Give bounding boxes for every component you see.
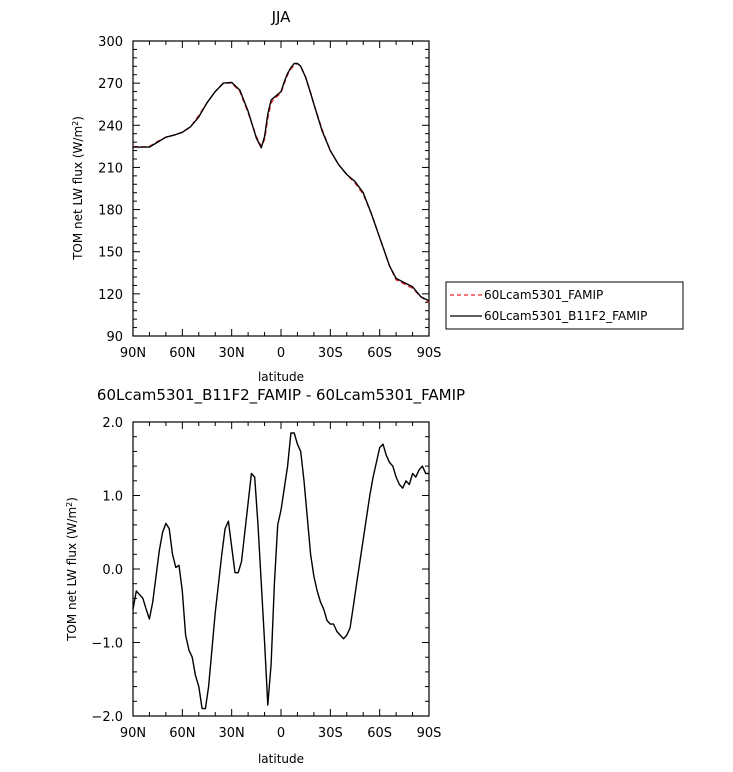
top-panel: JJA 90N 60N 30N 0 30S 60S 90S 90 120 150 180 210 240… [71,8,684,384]
top-y-axis-label: TOM net LW flux (W/m2) [71,116,86,261]
bottom-xtick-label: 30N [219,726,245,741]
bottom-xtick-label: 90N [120,726,146,741]
legend: 60Lcam5301_FAMIP 60Lcam5301_B11F2_FAMIP [445,281,684,330]
bottom-axis-ticks: 90N 60N 30N 0 30S 60S 90S −2.0 −1.0 0.0 1.0 2.0 [91,416,441,741]
top-ytick-label: 150 [98,246,123,261]
top-y-axis-label-sup: 2 [71,121,80,126]
bottom-ytick-label: −1.0 [91,637,123,652]
bottom-y-axis-label-sup: 2 [65,502,74,507]
top-xtick-label: 60S [367,346,392,361]
bottom-ytick-label: 0.0 [102,563,123,578]
bottom-xtick-label: 0 [277,726,285,741]
top-xtick-label: 90S [417,346,442,361]
top-y-axis-label-main: TOM net LW flux (W/m [71,126,85,261]
top-x-axis-label: latitude [258,370,304,384]
bottom-plot-frame [132,421,430,717]
top-xtick-label: 60N [169,346,195,361]
top-xtick-label: 30N [219,346,245,361]
legend-entry-famip: 60Lcam5301_FAMIP [484,288,603,302]
bottom-x-axis-label: latitude [258,752,304,766]
legend-entry-b11f2: 60Lcam5301_B11F2_FAMIP [484,309,647,323]
top-series-line-0 [132,62,430,303]
bottom-ytick-label: −2.0 [91,710,123,725]
bottom-ytick-label: 1.0 [102,490,123,505]
bottom-panel: 60Lcam5301_B11F2_FAMIP - 60Lcam5301_FAMI… [65,386,466,766]
bottom-series-line-0 [132,432,429,710]
top-series-line-1 [133,62,430,302]
top-xtick-label: 0 [277,346,285,361]
top-axis-ticks: 90N 60N 30N 0 30S 60S 90S 90 120 150 180 210 240 270 3… [98,35,441,361]
bottom-xtick-label: 30S [318,726,343,741]
bottom-xtick-label: 60S [367,726,392,741]
bottom-y-axis-label-end: ) [65,497,79,502]
top-ytick-label: 90 [106,330,123,345]
legend-box [445,281,684,330]
bottom-y-axis-label-main: TOM net LW flux (W/m [65,507,79,642]
top-ytick-label: 120 [98,288,123,303]
bottom-chart-title: 60Lcam5301_B11F2_FAMIP - 60Lcam5301_FAMI… [97,386,465,405]
top-series-group [132,62,430,303]
top-xtick-label: 30S [318,346,343,361]
top-y-axis-label-end: ) [71,116,85,121]
bottom-series-group [132,432,429,710]
bottom-y-axis-label: TOM net LW flux (W/m2) [65,497,80,642]
bottom-xtick-label: 90S [417,726,442,741]
bottom-ytick-label: 2.0 [102,416,123,431]
top-ytick-label: 210 [98,161,123,176]
top-ytick-label: 270 [98,77,123,92]
top-plot-frame [132,40,430,337]
top-chart-title: JJA [271,8,292,26]
top-ytick-label: 180 [98,204,123,219]
top-ytick-label: 240 [98,119,123,134]
bottom-xtick-label: 60N [169,726,195,741]
top-ytick-label: 300 [98,35,123,50]
top-xtick-label: 90N [120,346,146,361]
